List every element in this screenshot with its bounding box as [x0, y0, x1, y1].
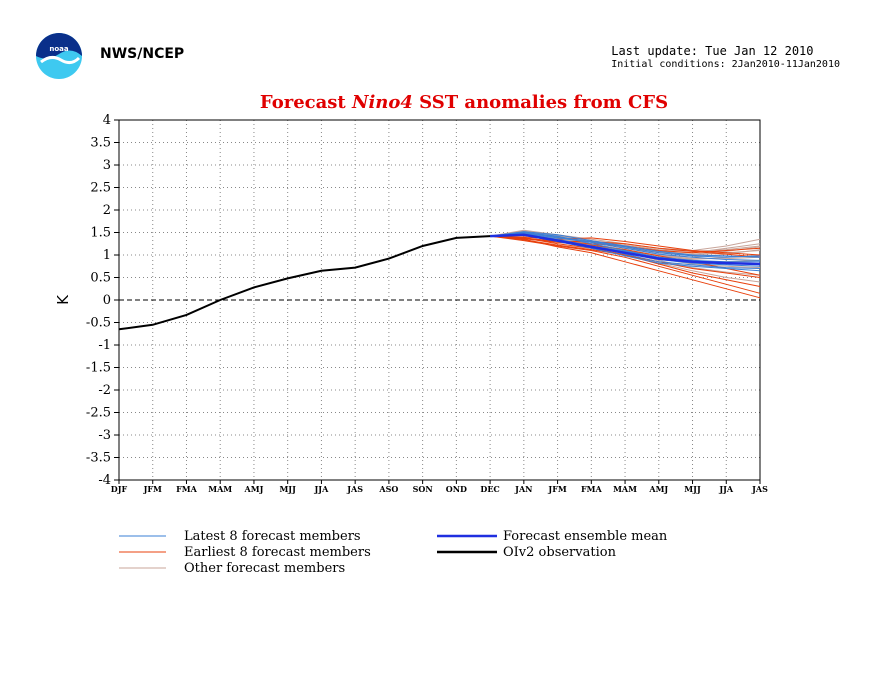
- noaa-logo-icon: noaa: [35, 32, 83, 80]
- y-tick-label-11: -1.5: [86, 361, 111, 376]
- legend-label-latest: Latest 8 forecast members: [184, 529, 361, 544]
- chart-title-part-1: Forecast: [260, 92, 352, 113]
- last-update-text: Last update: Tue Jan 12 2010: [611, 44, 814, 58]
- x-tick-label-0: DJF: [111, 484, 128, 494]
- y-axis-ticks: 4 3.5 3 2.5 2 1.5 1 0.5 0 -0.5 -1 -1.5 -2 -2.5 -3 -3.5 -…: [86, 113, 119, 488]
- svg-text:noaa: noaa: [49, 45, 69, 53]
- y-tick-label-0: 4: [103, 113, 111, 128]
- x-tick-label-18: JJA: [718, 484, 734, 494]
- x-tick-label-5: MJJ: [279, 484, 296, 494]
- ensemble-mean-line: [490, 233, 761, 266]
- x-tick-label-11: DEC: [480, 484, 499, 494]
- y-axis-label: K: [54, 294, 72, 305]
- x-tick-label-6: JJA: [314, 484, 330, 494]
- legend-label-earliest: Earliest 8 forecast members: [184, 545, 371, 560]
- chart-title-part-3: SST anomalies from CFS: [413, 92, 668, 113]
- x-tick-label-12: JAN: [514, 484, 532, 494]
- x-tick-label-13: JFM: [547, 484, 566, 494]
- x-tick-label-4: AMJ: [244, 484, 264, 494]
- y-tick-label-8: 0: [103, 293, 111, 308]
- y-tick-label-5: 1.5: [90, 226, 111, 241]
- x-tick-label-3: MAM: [208, 484, 232, 494]
- y-tick-label-6: 1: [103, 248, 111, 263]
- earliest-member-line-3: [490, 235, 761, 294]
- legend-label-other: Other forecast members: [184, 561, 345, 576]
- x-tick-label-15: MAM: [613, 484, 637, 494]
- y-tick-label-13: -2.5: [86, 406, 111, 421]
- update-info: Last update: Tue Jan 12 2010 Initial con…: [611, 44, 840, 70]
- legend: Latest 8 forecast members Earliest 8 for…: [119, 529, 668, 576]
- chart-title: Forecast Nino4 SST anomalies from CFS: [260, 92, 668, 113]
- y-tick-label-14: -3: [98, 428, 111, 443]
- x-tick-label-2: FMA: [176, 484, 198, 494]
- x-tick-label-16: AMJ: [648, 484, 668, 494]
- y-tick-label-15: -3.5: [86, 451, 111, 466]
- y-tick-label-7: 0.5: [90, 271, 111, 286]
- legend-label-obs: OIv2 observation: [503, 545, 617, 560]
- y-tick-label-3: 2.5: [90, 181, 111, 196]
- y-tick-label-1: 3.5: [90, 136, 111, 151]
- y-tick-label-12: -2: [98, 383, 111, 398]
- y-tick-label-9: -0.5: [86, 316, 111, 331]
- latest-member-line-6: [490, 231, 761, 258]
- x-tick-label-14: FMA: [581, 484, 603, 494]
- chart-title-part-2: Nino4: [351, 92, 413, 113]
- earliest-member-line-6: [490, 235, 761, 278]
- x-axis-ticks: DJF JFM FMA MAM AMJ MJJ JJA JAS ASO SON OND DEC JAN J…: [111, 480, 768, 494]
- y-tick-label-16: -4: [98, 473, 111, 488]
- y-tick-label-10: -1: [98, 338, 111, 353]
- latest-member-line-4: [490, 232, 761, 261]
- x-tick-label-9: SON: [413, 484, 433, 494]
- x-tick-label-10: OND: [446, 484, 467, 494]
- x-tick-label-19: JAS: [751, 484, 768, 494]
- observation-line: [118, 235, 491, 331]
- x-tick-label-7: JAS: [346, 484, 363, 494]
- x-tick-label-8: ASO: [378, 484, 398, 494]
- x-tick-label-17: MJJ: [684, 484, 701, 494]
- organization-label: NWS/NCEP: [100, 46, 185, 62]
- y-tick-label-4: 2: [103, 203, 111, 218]
- legend-label-mean: Forecast ensemble mean: [503, 529, 668, 544]
- x-tick-label-1: JFM: [143, 484, 162, 494]
- latest-member-line-2: [490, 231, 761, 258]
- initial-conditions-text: Initial conditions: 2Jan2010-11Jan2010: [611, 59, 840, 70]
- earliest-member-line-7: [490, 235, 761, 258]
- y-tick-label-2: 3: [103, 158, 111, 173]
